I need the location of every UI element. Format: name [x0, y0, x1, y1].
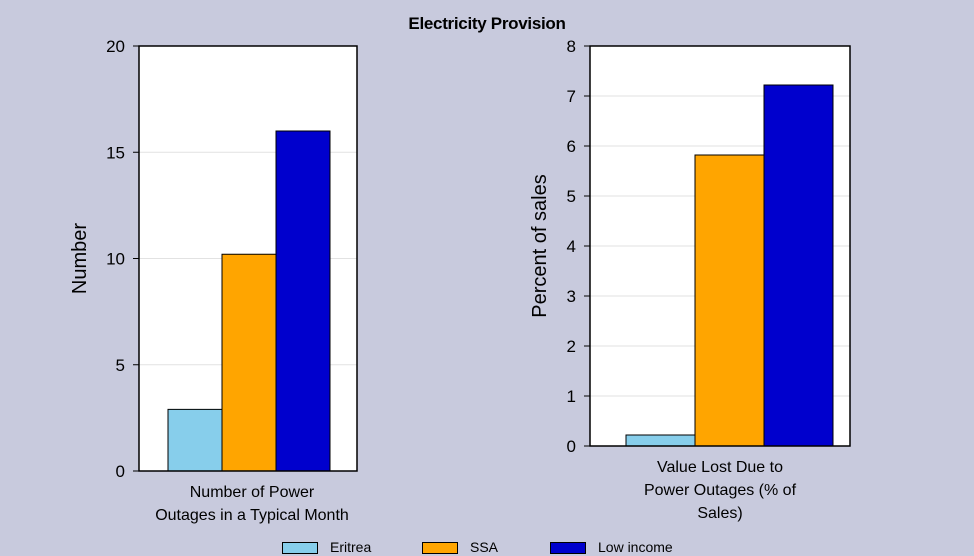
chart-title: Electricity Provision — [408, 14, 566, 33]
legend-swatch-ssa — [422, 542, 458, 554]
legend-item-eritrea: Eritrea — [282, 538, 371, 556]
y-tick-label-8: 8 — [567, 37, 576, 56]
legend-swatch-eritrea — [282, 542, 318, 554]
y-tick-label-4: 4 — [567, 237, 576, 256]
legend-label-low-income: Low income — [598, 539, 673, 555]
legend-label-eritrea: Eritrea — [330, 539, 372, 555]
category-label-line: Outages in a Typical Month — [155, 507, 349, 524]
legend-item-low-income: Low income — [550, 538, 673, 556]
y-tick-label-3: 3 — [567, 287, 576, 306]
legend-item-ssa: SSA — [422, 538, 498, 556]
y-tick-label-20: 20 — [106, 37, 125, 56]
category-label-line: Power Outages (% of — [644, 482, 797, 499]
y-tick-label-7: 7 — [567, 87, 576, 106]
y-tick-label-0: 0 — [116, 462, 125, 481]
category-label-line: Value Lost Due to — [657, 459, 783, 476]
bar-eritrea — [625, 434, 696, 447]
legend-label-ssa: SSA — [470, 539, 499, 555]
bar-ssa — [694, 154, 765, 447]
legend: Eritrea SSA Low income — [0, 536, 974, 556]
bar-eritrea — [167, 408, 223, 472]
bar-ssa — [221, 253, 277, 472]
y-tick-label-10: 10 — [106, 250, 125, 269]
bar-low-income — [275, 130, 331, 472]
y-tick-label-1: 1 — [567, 387, 576, 406]
y-tick-label-2: 2 — [567, 337, 576, 356]
y-axis-label: Number — [69, 223, 91, 294]
left-chart-panel: 0 5 10 15 20 Number Number of Power Outages in … — [69, 37, 358, 524]
y-tick-label-5: 5 — [567, 187, 576, 206]
legend-swatch-low-income — [550, 542, 586, 554]
category-label-line: Number of Power — [190, 484, 315, 501]
y-tick-label-5: 5 — [116, 356, 125, 375]
y-tick-label-0: 0 — [567, 437, 576, 456]
right-chart-panel: 0 1 2 3 4 5 6 7 8 Percent of sales Value Lost Due … — [529, 37, 851, 522]
category-label-line: Sales) — [697, 505, 742, 522]
bar-low-income — [763, 84, 834, 447]
y-axis-label: Percent of sales — [529, 174, 551, 317]
y-tick-label-6: 6 — [567, 137, 576, 156]
y-tick-label-15: 15 — [106, 143, 125, 162]
